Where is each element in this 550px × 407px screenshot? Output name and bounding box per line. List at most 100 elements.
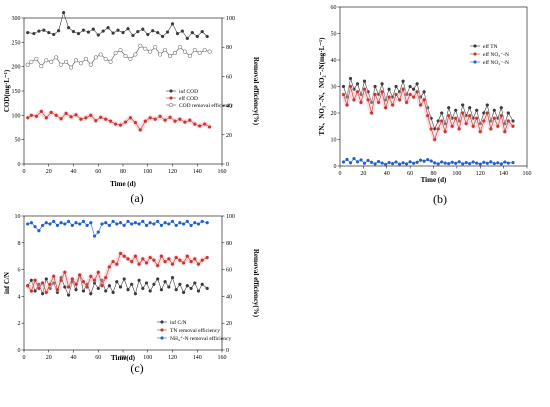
data-point [468, 114, 472, 118]
data-point [156, 30, 160, 35]
x-tick-label: 120 [168, 355, 177, 361]
data-point [69, 115, 73, 119]
data-point [482, 160, 486, 164]
data-point [352, 156, 356, 161]
data-point [359, 100, 363, 105]
data-point [394, 160, 398, 164]
data-point [394, 84, 398, 89]
data-point [100, 284, 104, 288]
y2-tick-label: 100 [226, 16, 235, 22]
data-point [464, 114, 468, 118]
legend-marker [473, 60, 477, 64]
data-point [475, 108, 479, 112]
data-point [39, 109, 43, 114]
y-tick-label: 150 [12, 89, 21, 95]
data-point [96, 286, 100, 291]
data-point [433, 127, 437, 131]
x-tick-label: 0 [23, 169, 26, 175]
data-point [40, 281, 45, 285]
data-point [193, 122, 197, 126]
y2-tick-label: 20 [226, 321, 232, 327]
y-tick-label: 300 [12, 16, 21, 22]
data-point [475, 116, 479, 120]
data-point [503, 121, 507, 126]
data-point [152, 282, 156, 286]
data-point [390, 161, 395, 166]
data-point [359, 158, 363, 162]
data-point [130, 222, 134, 226]
y-tick-label: 10 [15, 214, 21, 220]
data-point [85, 285, 89, 289]
data-point [185, 219, 189, 224]
data-point [355, 160, 360, 164]
data-point [130, 282, 134, 286]
data-point [352, 87, 356, 91]
data-point [202, 48, 207, 53]
data-point [133, 120, 138, 125]
legend-marker [473, 52, 477, 56]
data-point [433, 137, 437, 142]
data-point [108, 119, 113, 123]
data-point [345, 103, 349, 107]
data-point [511, 119, 515, 123]
data-point [411, 161, 416, 165]
data-point [401, 79, 405, 83]
data-point [348, 161, 353, 165]
data-point [70, 277, 74, 281]
data-point [485, 161, 489, 165]
data-point [153, 117, 157, 121]
data-point [156, 219, 160, 224]
data-point [163, 118, 167, 122]
data-point [144, 223, 149, 228]
data-point [44, 116, 48, 120]
data-point [136, 29, 140, 34]
data-point [104, 275, 108, 280]
data-point [383, 106, 388, 110]
x-tick-label: 0 [23, 355, 26, 361]
data-point [122, 254, 126, 258]
data-point [63, 270, 67, 274]
data-point [359, 92, 363, 97]
data-point [34, 56, 39, 61]
data-point [511, 160, 515, 165]
y-axis-label: TN、NO₃⁻-N、NO₂⁻-N(mg·L⁻¹) [318, 37, 326, 136]
data-point [32, 31, 36, 36]
data-point [115, 222, 119, 226]
data-point [492, 116, 496, 120]
x-tick-label: 100 [452, 171, 461, 177]
data-point [88, 62, 93, 67]
y-tick-label: 0 [334, 164, 337, 170]
data-point [48, 282, 52, 286]
data-point [485, 103, 489, 107]
data-point [345, 157, 349, 162]
data-point [94, 119, 98, 123]
data-point [429, 159, 433, 163]
data-point [52, 32, 56, 37]
y2-tick-label: 100 [226, 214, 235, 220]
data-point [113, 50, 118, 56]
data-point [104, 221, 108, 225]
data-point [141, 27, 145, 31]
data-point [92, 234, 97, 238]
data-point [369, 100, 374, 105]
data-point [37, 229, 41, 233]
y2-tick-label: 20 [226, 133, 232, 139]
data-point [158, 52, 163, 57]
data-point [93, 55, 98, 60]
data-point [397, 98, 402, 102]
data-point [137, 278, 141, 282]
data-point [348, 84, 353, 89]
data-point [185, 284, 189, 288]
data-point [96, 230, 100, 234]
data-point [355, 82, 360, 86]
data-point [44, 290, 48, 295]
data-point [366, 90, 370, 94]
data-point [138, 128, 142, 132]
x-tick-label: 20 [360, 171, 366, 177]
data-point [457, 127, 461, 131]
data-point [152, 222, 156, 226]
data-point [81, 289, 86, 293]
data-point [81, 280, 86, 284]
data-point [106, 26, 110, 30]
x-tick-label: 40 [71, 169, 77, 175]
